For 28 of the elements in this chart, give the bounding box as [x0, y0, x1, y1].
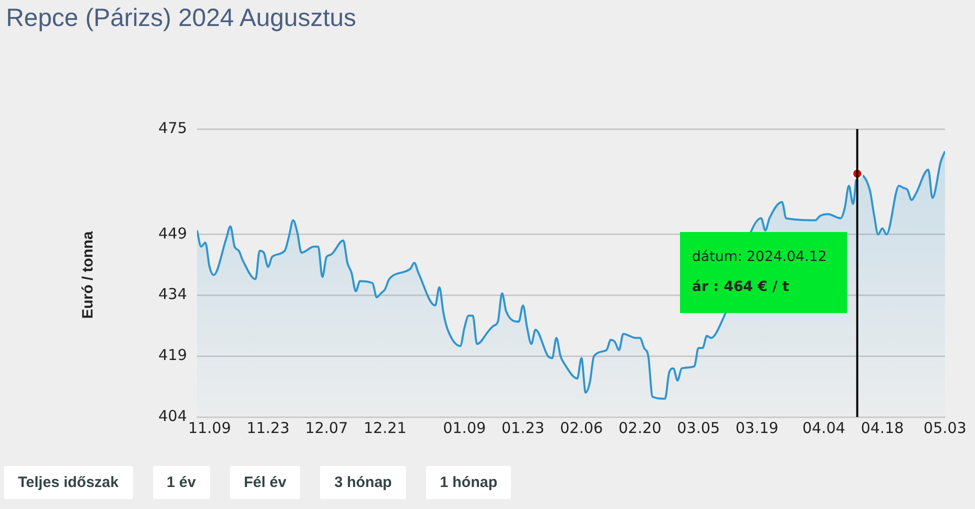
y-tick-label: 434 — [158, 285, 187, 304]
y-tick-label: 449 — [158, 224, 187, 242]
x-tick-label: 03.05 — [676, 418, 720, 437]
x-tick-label: 02.20 — [618, 418, 662, 437]
text: 1 hónap — [426, 466, 512, 499]
text: Fél év — [230, 466, 300, 499]
chart-title: Repce (Párizs) 2024 Augusztus — [6, 4, 356, 33]
text: 3 hónap — [320, 466, 406, 499]
x-tick-label: 12.07 — [305, 418, 348, 437]
x-tick-label: 12.21 — [364, 418, 407, 437]
annotation: dátum: 2024.04.12 — [692, 248, 828, 267]
x-tick-label: 03.19 — [735, 418, 778, 437]
x-tick-label: 02.06 — [560, 418, 603, 437]
y-tick-label: 419 — [158, 346, 187, 364]
tooltip-box: dátum: 2024.04.12 ár : 464 € / t — [680, 232, 847, 313]
x-tick-label: 04.04 — [802, 418, 846, 437]
text: 1 év — [152, 466, 210, 499]
annotation: ár : 464 € / t — [692, 278, 790, 297]
y-tick-label: 404 — [158, 406, 187, 425]
y-tick-label: 475 — [158, 118, 187, 137]
x-tick-label: 04.18 — [860, 418, 904, 437]
y-axis-title: Euró / tonna — [80, 231, 96, 319]
text: Teljes időszak — [4, 466, 133, 499]
x-tick-label: 01.23 — [501, 418, 544, 437]
x-tick-label: 05.03 — [924, 418, 966, 437]
x-tick-label: 01.09 — [442, 418, 486, 437]
x-tick-label: 11.09 — [188, 418, 232, 437]
x-tick-label: 11.23 — [246, 418, 290, 437]
